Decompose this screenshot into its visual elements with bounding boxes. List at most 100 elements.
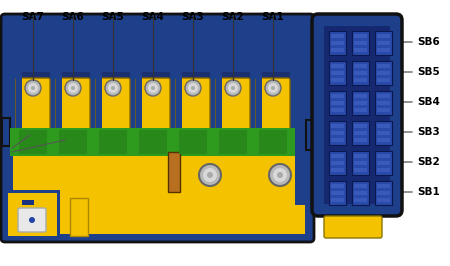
Bar [19,130,47,154]
Circle shape [191,86,195,90]
Bar [375,181,392,205]
Bar [377,71,390,75]
Bar [354,101,367,105]
Bar [354,34,367,38]
Text: SA2: SA2 [221,12,244,22]
Bar [22,200,34,205]
Bar [354,64,367,68]
Bar [331,124,344,128]
FancyBboxPatch shape [256,78,290,140]
Bar [377,34,390,38]
Circle shape [231,86,235,90]
Bar [331,161,344,165]
Bar [375,151,392,175]
Bar [10,128,295,156]
Circle shape [207,172,213,178]
FancyBboxPatch shape [1,14,314,242]
Bar [96,72,130,142]
Circle shape [271,86,275,90]
Bar [259,130,287,154]
Bar [377,108,390,112]
Bar [331,138,344,142]
Text: SA7: SA7 [22,12,45,22]
Bar [377,94,390,98]
Text: SA5: SA5 [102,12,124,22]
Bar [5,155,13,240]
Bar [375,61,392,85]
Bar [96,70,102,135]
Bar [331,191,344,195]
Bar [168,152,180,192]
Circle shape [25,80,41,96]
Bar [331,168,344,172]
Bar [331,78,344,82]
Bar [256,70,262,135]
Bar [354,191,367,195]
Circle shape [111,86,115,90]
Bar [377,124,390,128]
Bar [5,234,310,238]
Bar [377,198,390,202]
Bar [354,138,367,142]
Bar [377,101,390,105]
Bar [176,70,182,135]
Bar [375,121,392,145]
Bar [329,121,346,145]
Bar [354,131,367,135]
Bar [296,70,302,135]
Text: SB5: SB5 [417,67,440,77]
Bar [331,154,344,158]
Circle shape [269,164,291,186]
Bar [5,190,60,238]
Bar [139,130,167,154]
Bar [377,184,390,188]
Circle shape [151,86,155,90]
Circle shape [68,83,78,93]
Bar [297,155,310,240]
Bar [8,193,57,236]
Bar [375,31,392,55]
Bar [331,184,344,188]
FancyBboxPatch shape [56,78,90,140]
Bar [377,154,390,158]
Bar [59,130,87,154]
Bar [354,48,367,52]
FancyBboxPatch shape [176,78,210,140]
Bar [331,48,344,52]
Circle shape [277,172,283,178]
Bar [329,91,346,115]
Bar [377,41,390,45]
FancyBboxPatch shape [18,208,46,232]
Bar [354,198,367,202]
FancyBboxPatch shape [312,14,402,216]
Bar [354,108,367,112]
Text: SA4: SA4 [142,12,164,22]
Bar [331,41,344,45]
Circle shape [228,83,238,93]
FancyBboxPatch shape [96,78,130,140]
Bar [331,34,344,38]
Circle shape [273,168,287,182]
Bar [354,161,367,165]
Bar [377,78,390,82]
Bar [329,181,346,205]
Bar [377,161,390,165]
Circle shape [225,80,241,96]
Bar [176,72,210,142]
Circle shape [28,83,38,93]
Text: SA1: SA1 [261,12,284,22]
Circle shape [268,83,278,93]
Bar [179,130,207,154]
Bar [2,118,10,146]
Bar [16,70,22,135]
Bar [352,31,369,55]
Bar [56,72,90,142]
Bar [16,72,50,142]
Bar [352,121,369,145]
Bar [10,155,295,235]
Bar [352,91,369,115]
Bar [377,138,390,142]
Circle shape [199,164,221,186]
Bar [324,26,390,204]
Bar [331,101,344,105]
